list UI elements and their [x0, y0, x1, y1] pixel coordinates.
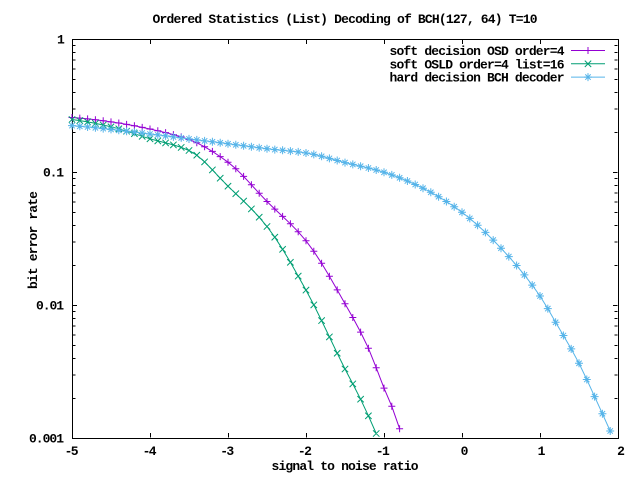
svg-text:0.001: 0.001	[29, 432, 64, 447]
svg-text:hard decision BCH decoder: hard decision BCH decoder	[390, 71, 565, 86]
svg-text:bit error rate: bit error rate	[26, 191, 41, 289]
svg-text:-2: -2	[298, 444, 312, 459]
svg-text:0.01: 0.01	[36, 299, 64, 314]
svg-text:-4: -4	[143, 444, 157, 459]
svg-text:-1: -1	[376, 444, 390, 459]
svg-text:2: 2	[617, 444, 625, 459]
svg-text:0: 0	[461, 444, 469, 459]
svg-text:1: 1	[538, 444, 546, 459]
svg-text:soft decision OSD order=4: soft decision OSD order=4	[390, 44, 565, 59]
svg-text:signal to noise ratio: signal to noise ratio	[272, 459, 419, 474]
svg-text:-3: -3	[220, 444, 234, 459]
svg-text:Ordered Statistics (List) Deco: Ordered Statistics (List) Decoding of BC…	[153, 12, 538, 27]
svg-text:soft OSLD order=4 list=16: soft OSLD order=4 list=16	[390, 57, 565, 72]
svg-text:1: 1	[57, 33, 65, 48]
svg-text:-5: -5	[65, 444, 79, 459]
svg-text:0.1: 0.1	[43, 166, 64, 181]
